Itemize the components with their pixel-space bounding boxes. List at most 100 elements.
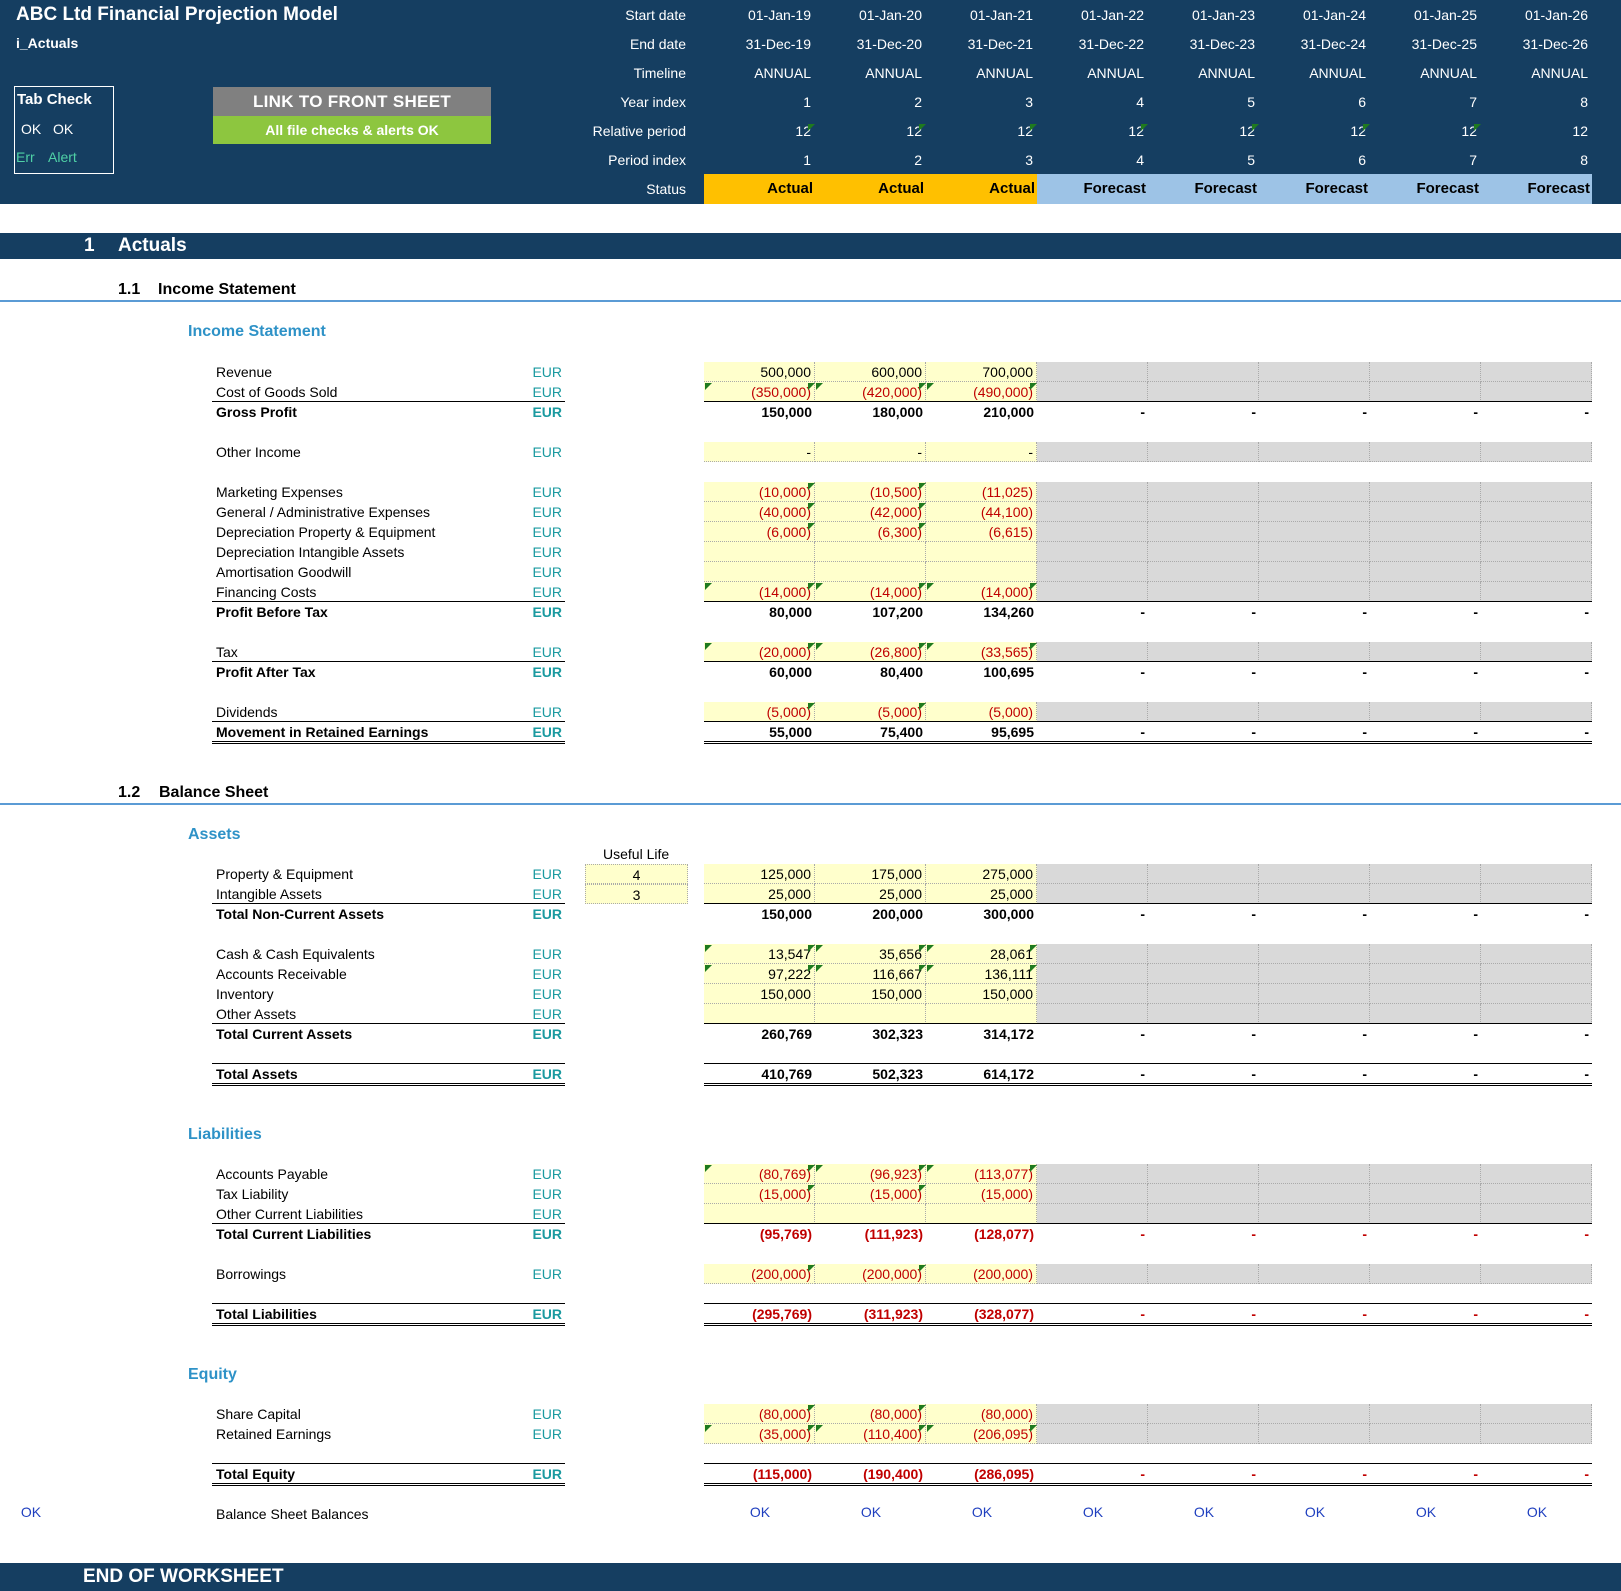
input-cell[interactable]: - bbox=[704, 442, 815, 462]
comment-marker bbox=[808, 965, 815, 972]
input-cell[interactable]: (14,000) bbox=[926, 582, 1037, 602]
input-cell[interactable]: 116,667 bbox=[815, 964, 926, 984]
input-cell[interactable] bbox=[926, 562, 1037, 582]
end-of-worksheet-bar: END OF WORKSHEET bbox=[0, 1563, 1621, 1591]
timeline-start-cell: 01-Jan-20 bbox=[858, 7, 922, 23]
file-checks-status-button[interactable]: All file checks & alerts OK bbox=[213, 116, 491, 144]
input-cell[interactable] bbox=[704, 562, 815, 582]
input-cell[interactable]: (10,500) bbox=[815, 482, 926, 502]
total-cell: - bbox=[1251, 664, 1256, 680]
forecast-cell bbox=[1481, 382, 1592, 402]
input-cell[interactable]: (5,000) bbox=[815, 702, 926, 722]
total-cell: (311,923) bbox=[863, 1306, 923, 1322]
input-cell[interactable]: (200,000) bbox=[815, 1264, 926, 1284]
input-cell[interactable]: (44,100) bbox=[926, 502, 1037, 522]
input-cell[interactable]: (35,000) bbox=[704, 1424, 815, 1444]
input-cell[interactable]: (6,615) bbox=[926, 522, 1037, 542]
input-cell[interactable] bbox=[704, 1204, 815, 1224]
forecast-cell bbox=[1481, 442, 1592, 462]
timeline-timeline-cell: ANNUAL bbox=[1531, 65, 1588, 81]
input-cell[interactable]: 700,000 bbox=[926, 362, 1037, 382]
input-cell[interactable]: (26,800) bbox=[815, 642, 926, 662]
input-cell[interactable]: (33,565) bbox=[926, 642, 1037, 662]
input-cell[interactable]: (110,400) bbox=[815, 1424, 926, 1444]
comment-marker bbox=[1030, 1165, 1037, 1172]
input-cell[interactable]: (14,000) bbox=[815, 582, 926, 602]
total-rule bbox=[212, 1023, 565, 1024]
input-cell[interactable]: (200,000) bbox=[704, 1264, 815, 1284]
input-cell[interactable]: 13,547 bbox=[704, 944, 815, 964]
link-to-front-sheet-button[interactable]: LINK TO FRONT SHEET bbox=[213, 87, 491, 116]
unit-label: EUR bbox=[532, 484, 562, 500]
row-label-dividends: Dividends bbox=[216, 704, 278, 720]
input-cell[interactable]: (6,000) bbox=[704, 522, 815, 542]
input-cell[interactable]: 28,061 bbox=[926, 944, 1037, 964]
total-cell: - bbox=[1251, 1026, 1256, 1042]
useful-life-input[interactable]: 4 bbox=[585, 864, 688, 884]
comment-marker bbox=[919, 523, 926, 530]
total-cell: - bbox=[1362, 1026, 1367, 1042]
input-cell[interactable]: - bbox=[926, 442, 1037, 462]
input-cell[interactable]: (14,000) bbox=[704, 582, 815, 602]
useful-life-input[interactable]: 3 bbox=[585, 884, 688, 904]
input-cell[interactable]: 150,000 bbox=[926, 984, 1037, 1004]
input-cell[interactable] bbox=[926, 542, 1037, 562]
input-cell[interactable]: (10,000) bbox=[704, 482, 815, 502]
input-cell[interactable]: (80,000) bbox=[704, 1404, 815, 1424]
input-cell[interactable]: (80,769) bbox=[704, 1164, 815, 1184]
comment-marker bbox=[808, 124, 815, 131]
input-cell[interactable]: 150,000 bbox=[704, 984, 815, 1004]
input-cell[interactable] bbox=[815, 542, 926, 562]
section-number: 1 bbox=[84, 235, 95, 256]
total-rule bbox=[704, 1023, 1592, 1024]
timeline-start-cell: 01-Jan-22 bbox=[1080, 7, 1144, 23]
input-cell[interactable]: (5,000) bbox=[704, 702, 815, 722]
input-cell[interactable]: (350,000) bbox=[704, 382, 815, 402]
input-cell[interactable]: (80,000) bbox=[815, 1404, 926, 1424]
input-cell[interactable]: (5,000) bbox=[926, 702, 1037, 722]
forecast-cell bbox=[1370, 562, 1481, 582]
input-cell[interactable]: (42,000) bbox=[815, 502, 926, 522]
input-cell[interactable]: 500,000 bbox=[704, 362, 815, 382]
input-cell[interactable]: 175,000 bbox=[815, 864, 926, 884]
input-cell[interactable]: 97,222 bbox=[704, 964, 815, 984]
input-cell[interactable]: (11,025) bbox=[926, 482, 1037, 502]
forecast-cell bbox=[1259, 642, 1370, 662]
input-cell[interactable]: (15,000) bbox=[926, 1184, 1037, 1204]
input-cell[interactable]: (40,000) bbox=[704, 502, 815, 522]
input-cell[interactable]: (420,000) bbox=[815, 382, 926, 402]
input-cell[interactable]: 275,000 bbox=[926, 864, 1037, 884]
input-cell[interactable]: 150,000 bbox=[815, 984, 926, 1004]
input-cell[interactable]: 25,000 bbox=[704, 884, 815, 904]
input-cell[interactable]: 35,656 bbox=[815, 944, 926, 964]
input-cell[interactable]: (15,000) bbox=[704, 1184, 815, 1204]
forecast-cell bbox=[1370, 864, 1481, 884]
input-cell[interactable] bbox=[815, 1004, 926, 1024]
input-cell[interactable] bbox=[704, 1004, 815, 1024]
input-cell[interactable]: (15,000) bbox=[815, 1184, 926, 1204]
input-cell[interactable] bbox=[815, 562, 926, 582]
input-cell[interactable]: - bbox=[815, 442, 926, 462]
input-cell[interactable]: 600,000 bbox=[815, 362, 926, 382]
input-cell[interactable]: (80,000) bbox=[926, 1404, 1037, 1424]
forecast-cell bbox=[1370, 984, 1481, 1004]
input-cell[interactable]: (490,000) bbox=[926, 382, 1037, 402]
input-cell[interactable] bbox=[926, 1204, 1037, 1224]
total-cell: - bbox=[1473, 664, 1478, 680]
input-cell[interactable] bbox=[704, 542, 815, 562]
forecast-cell bbox=[1370, 1164, 1481, 1184]
forecast-cell bbox=[1259, 502, 1370, 522]
input-cell[interactable]: (206,095) bbox=[926, 1424, 1037, 1444]
input-cell[interactable]: (200,000) bbox=[926, 1264, 1037, 1284]
input-cell[interactable]: (20,000) bbox=[704, 642, 815, 662]
input-cell[interactable]: 136,111 bbox=[926, 964, 1037, 984]
input-cell[interactable]: (113,077) bbox=[926, 1164, 1037, 1184]
input-cell[interactable]: (96,923) bbox=[815, 1164, 926, 1184]
input-cell[interactable] bbox=[815, 1204, 926, 1224]
input-cell[interactable]: (6,300) bbox=[815, 522, 926, 542]
input-cell[interactable]: 25,000 bbox=[815, 884, 926, 904]
forecast-cell bbox=[1370, 1424, 1481, 1444]
input-cell[interactable] bbox=[926, 1004, 1037, 1024]
input-cell[interactable]: 25,000 bbox=[926, 884, 1037, 904]
input-cell[interactable]: 125,000 bbox=[704, 864, 815, 884]
